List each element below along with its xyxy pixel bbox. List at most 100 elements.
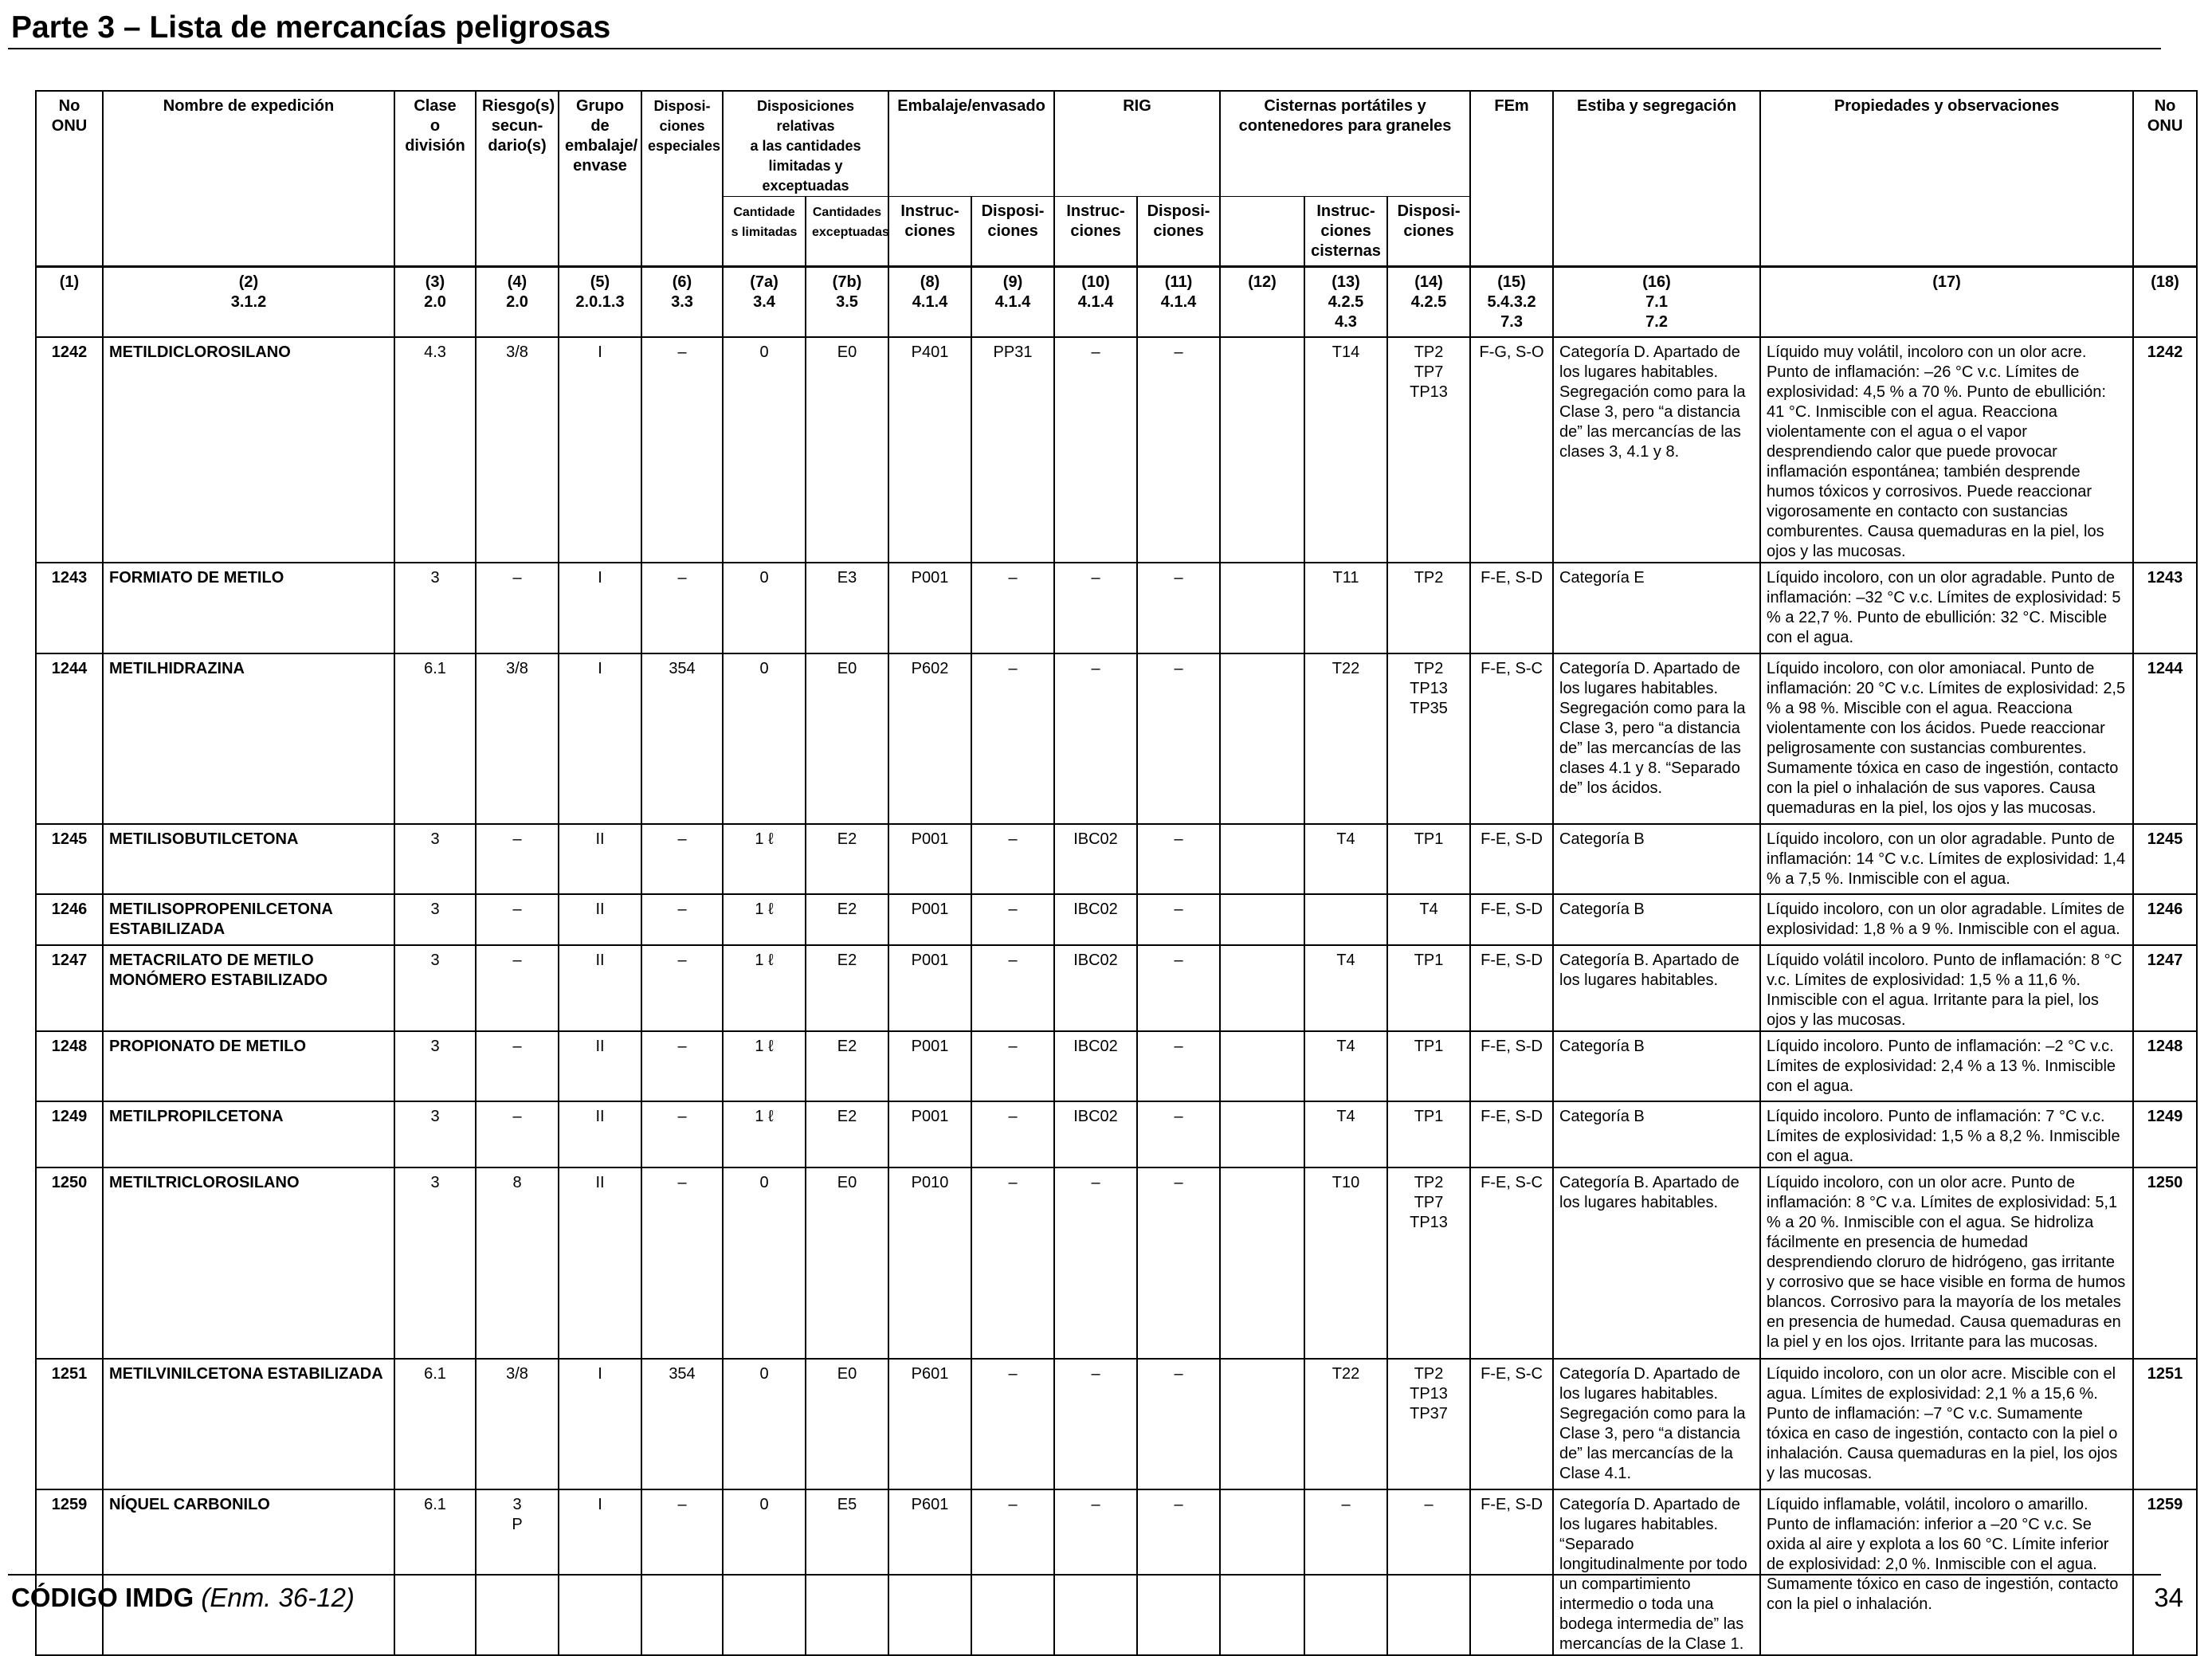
cell-eq: E5 (804, 1489, 890, 1656)
cell-ems: F-E, S-D (1469, 893, 1555, 946)
cell-un2: 1259 (2132, 1489, 2198, 1656)
cell-lq: 0 (722, 562, 806, 654)
cell-tank-i: – (1304, 1489, 1389, 1656)
column-number-5: (5) 2.0.1.3 (558, 265, 642, 338)
cell-subrisk: – (475, 562, 559, 654)
column-number-15: (14) 4.2.5 (1386, 265, 1472, 338)
cell-tank-i: T4 (1304, 823, 1389, 895)
cell-class: 4.3 (394, 336, 477, 563)
cell-ibc-i: IBC02 (1053, 944, 1139, 1032)
cell-ems: F-E, S-D (1469, 823, 1555, 895)
cell-ems: F-E, S-D (1469, 562, 1555, 654)
cell-tank-i (1304, 893, 1389, 946)
header-stow: Estiba y segregación (1552, 90, 1762, 267)
cell-class: 3 (394, 1167, 477, 1360)
table-row: 1249 METILPROPILCETONA 3– II –1 ℓ E2 P001– IBC0… (35, 1101, 2198, 1168)
footer-code: CÓDIGO IMDG (11, 1583, 194, 1612)
cell-un: 1244 (35, 653, 104, 825)
cell-props: Líquido incoloro, con un olor agradable.… (1759, 823, 2135, 895)
column-number-12: (11) 4.1.4 (1136, 265, 1222, 338)
cell-ibc-p: – (1136, 823, 1222, 895)
cell-lq: 1 ℓ (722, 1101, 806, 1168)
column-number-3: (3) 2.0 (394, 265, 477, 338)
cell-pp: – (971, 1358, 1056, 1490)
column-number-16: (15) 5.4.3.2 7.3 (1469, 265, 1555, 338)
header-ibc-text: RIG (1123, 97, 1151, 115)
footer-rule (8, 1574, 2161, 1576)
header-ems: FEm (1469, 90, 1555, 267)
cell-class: 3 (394, 944, 477, 1032)
column-number-19: (18) (2132, 265, 2198, 338)
cell-un: 1248 (35, 1030, 104, 1102)
cell-tank-p: T4 (1386, 893, 1472, 946)
cell-props: Líquido volátil incoloro. Punto de infla… (1759, 944, 2135, 1032)
header-lq-eq: Disposiciones relativas a las cantidades… (721, 90, 890, 197)
cell-lq: 1 ℓ (722, 1030, 806, 1102)
header-class-text: Clase o división (405, 97, 465, 155)
cell-ibc-p: – (1136, 653, 1222, 825)
column-number-row: (1) (2) 3.1.2 (3) 2.0 (4) 2.0 (5) 2.0.1.3 (6)… (35, 265, 2198, 338)
cell-un: 1242 (35, 336, 104, 563)
header-tank: Cisternas portátiles y contenedores para… (1219, 90, 1472, 197)
cell-sp: – (641, 562, 724, 654)
header-sp: Disposi- ciones especiales (641, 90, 724, 267)
header-eq-text: Cantidades exceptuadas (812, 206, 889, 239)
cell-ibc-i: – (1053, 336, 1139, 563)
header-lq: Cantidade s limitadas (722, 196, 806, 268)
table-row: 1245 METILISOBUTILCETONA 3– II –1 ℓ E2 P001– IB… (35, 823, 2198, 895)
cell-ems: F-E, S-D (1469, 1101, 1555, 1168)
cell-sp: – (641, 823, 724, 895)
cell-ibc-i: IBC02 (1053, 1030, 1139, 1102)
cell-class: 3 (394, 823, 477, 895)
header-rule (8, 48, 2161, 49)
column-number-13: (12) (1219, 265, 1306, 338)
cell-name: METILVINILCETONA ESTABILIZADA (102, 1358, 395, 1490)
cell-ems: F-E, S-D (1469, 944, 1555, 1032)
header-tank-i: Instruc- ciones cisternas (1304, 196, 1389, 268)
cell-pg: II (558, 944, 642, 1032)
cell-props: Líquido incoloro, con un olor acre. Punt… (1759, 1167, 2135, 1360)
cell-class: 6.1 (394, 1358, 477, 1490)
cell-ibc-i: – (1053, 562, 1139, 654)
cell-subrisk: 3/8 (475, 336, 559, 563)
cell-ibc-p: – (1136, 336, 1222, 563)
cell-class: 6.1 (394, 653, 477, 825)
cell-props: Líquido muy volátil, incoloro con un olo… (1759, 336, 2135, 563)
cell-lq: 0 (722, 653, 806, 825)
cell-tank-p: TP2 TP7 TP13 (1386, 1167, 1472, 1360)
header-lq-text: Cantidade s limitadas (731, 206, 798, 239)
cell-un2: 1251 (2132, 1358, 2198, 1490)
cell-subrisk: – (475, 1030, 559, 1102)
cell-pg: II (558, 823, 642, 895)
cell-un: 1246 (35, 893, 104, 946)
cell-pi: P001 (888, 562, 973, 654)
cell-class: 6.1 (394, 1489, 477, 1656)
cell-pi: P001 (888, 1030, 973, 1102)
cell-pi: P001 (888, 1101, 973, 1168)
header-un: No ONU (35, 90, 104, 267)
cell-c12 (1219, 1030, 1306, 1102)
cell-sp: 354 (641, 653, 724, 825)
cell-props: Líquido inflamable, volátil, incoloro o … (1759, 1489, 2135, 1656)
cell-pg: II (558, 1167, 642, 1360)
header-sp-text: Disposi- ciones especiales (648, 98, 721, 154)
header-packing-text: Embalaje/envasado (897, 97, 1045, 115)
cell-un: 1247 (35, 944, 104, 1032)
cell-ems: F-E, S-C (1469, 653, 1555, 825)
cell-un2: 1243 (2132, 562, 2198, 654)
cell-pi: P601 (888, 1489, 973, 1656)
cell-c12 (1219, 823, 1306, 895)
cell-pp: – (971, 1167, 1056, 1360)
cell-ibc-p: – (1136, 1101, 1222, 1168)
cell-ibc-p: – (1136, 1489, 1222, 1656)
cell-pp: – (971, 1489, 1056, 1656)
cell-ibc-i: – (1053, 1358, 1139, 1490)
cell-tank-i: T4 (1304, 944, 1389, 1032)
cell-eq: E2 (804, 1101, 890, 1168)
cell-un: 1249 (35, 1101, 104, 1168)
cell-tank-i: T11 (1304, 562, 1389, 654)
cell-name: METILDICLOROSILANO (102, 336, 395, 563)
cell-sp: – (641, 1489, 724, 1656)
footer-amendment: (Enm. 36-12) (201, 1583, 355, 1612)
cell-stow: Categoría D. Apartado de los lugares hab… (1552, 1489, 1762, 1656)
